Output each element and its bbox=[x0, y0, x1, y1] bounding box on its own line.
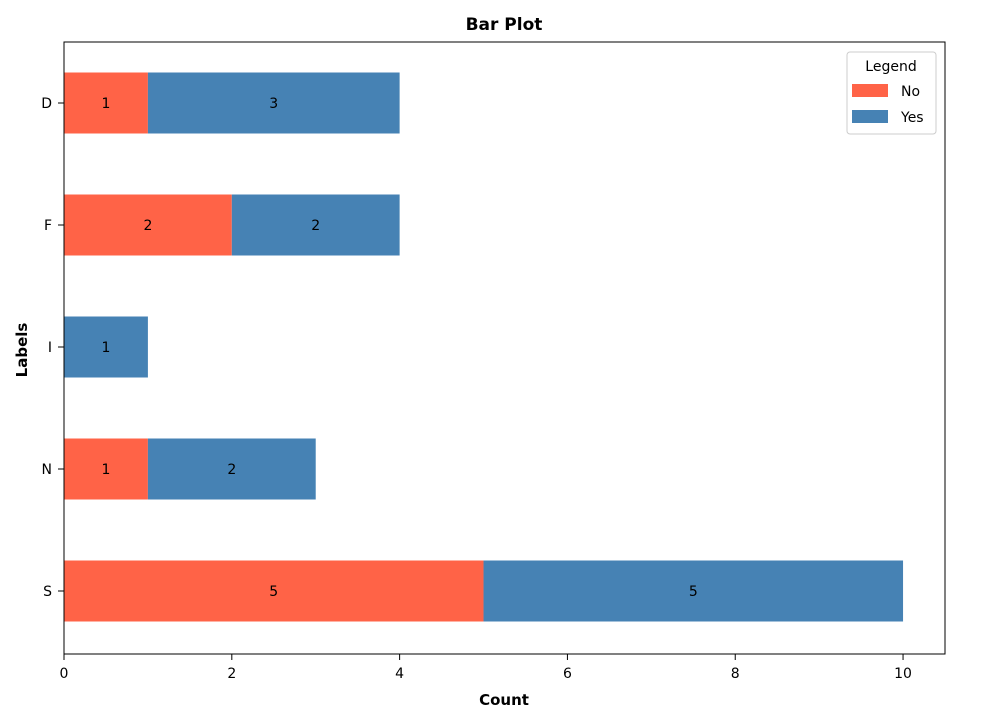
y-tick-label: S bbox=[43, 584, 52, 600]
bar-value-label-I-yes: 1 bbox=[101, 340, 110, 356]
y-tick-label: N bbox=[42, 462, 52, 478]
bar-N-yes bbox=[147, 438, 316, 500]
y-tick-label: I bbox=[48, 340, 52, 356]
legend: Legend No Yes bbox=[846, 51, 937, 135]
x-tick-label: 2 bbox=[227, 666, 236, 682]
y-ticks-group: D F I N S bbox=[41, 96, 64, 600]
y-tick-label: F bbox=[44, 218, 52, 234]
bar-F-yes bbox=[231, 194, 400, 256]
y-axis-label: Labels bbox=[13, 323, 31, 378]
chart-title: Bar Plot bbox=[466, 15, 543, 35]
y-tick-label: D bbox=[41, 96, 52, 112]
bar-value-label-S-yes: 5 bbox=[689, 584, 698, 600]
bar-S-yes bbox=[483, 560, 904, 622]
x-ticks-group: 0 2 4 6 8 10 bbox=[60, 654, 912, 682]
legend-label-yes: Yes bbox=[900, 110, 924, 126]
x-tick-label: 4 bbox=[395, 666, 404, 682]
bar-I-yes bbox=[64, 316, 148, 378]
bars-group: 1 3 2 2 1 1 2 5 5 bbox=[64, 72, 904, 622]
bar-value-label-F-no: 2 bbox=[143, 218, 152, 234]
x-tick-label: 8 bbox=[731, 666, 740, 682]
bar-value-label-D-yes: 3 bbox=[269, 96, 278, 112]
legend-title: Legend bbox=[865, 59, 916, 75]
bar-value-label-N-yes: 2 bbox=[227, 462, 236, 478]
x-axis-label: Count bbox=[479, 691, 529, 709]
plot-frame bbox=[63, 41, 946, 655]
bar-value-label-S-no: 5 bbox=[269, 584, 278, 600]
bar-D-yes bbox=[147, 72, 400, 134]
bar-D-no bbox=[64, 72, 148, 134]
x-tick-label: 6 bbox=[563, 666, 572, 682]
bar-value-label-F-yes: 2 bbox=[311, 218, 320, 234]
legend-label-no: No bbox=[901, 84, 920, 100]
bar-S-no bbox=[64, 560, 484, 622]
bar-value-label-D-no: 1 bbox=[101, 96, 110, 112]
legend-swatch-yes bbox=[852, 110, 888, 123]
legend-swatch-no bbox=[852, 84, 888, 97]
x-tick-label: 10 bbox=[894, 666, 912, 682]
bar-N-no bbox=[64, 438, 148, 500]
x-tick-label: 0 bbox=[60, 666, 69, 682]
bar-value-label-N-no: 1 bbox=[101, 462, 110, 478]
bar-F-no bbox=[64, 194, 232, 256]
